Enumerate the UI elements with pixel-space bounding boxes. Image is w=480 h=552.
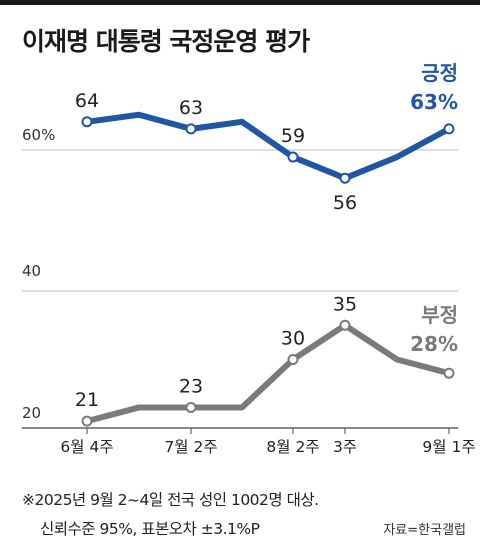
data-label: 21: [75, 389, 99, 411]
data-point: [185, 401, 197, 413]
series-line-negative: [84, 322, 452, 425]
data-point: [443, 367, 455, 379]
data-label: 23: [179, 375, 203, 397]
series-name-positive: 긍정: [421, 61, 458, 85]
data-point: [81, 116, 93, 128]
series-name-negative: 부정: [421, 303, 458, 327]
data-label: 59: [281, 125, 305, 147]
x-tick-label: 9월 1주: [422, 438, 475, 456]
line-chart: 60% 40 20 6월 4주 7월 2주 8월 2주 3주 9월 1주 64 63 59 56 긍정 6…: [22, 61, 476, 456]
data-label: 30: [281, 328, 305, 350]
data-label: 63: [179, 97, 203, 119]
series-end-label-positive: 63%: [410, 90, 458, 114]
chart-title: 이재명 대통령 국정운영 평가: [22, 27, 310, 56]
source-credit: 자료=한국갤럽: [383, 523, 466, 538]
x-tick-label: 3주: [333, 438, 357, 456]
footnote: ※2025년 9월 2~4일 전국 성인 1002명 대상. 신뢰수준 95%,…: [22, 486, 319, 544]
y-tick-label: 20: [22, 404, 41, 422]
data-label: 64: [75, 90, 99, 112]
footnote-line-1: ※2025년 9월 2~4일 전국 성인 1002명 대상.: [22, 491, 319, 509]
y-tick-label: 60%: [22, 126, 55, 144]
top-rule: [0, 0, 480, 5]
data-point: [287, 151, 299, 163]
data-point: [339, 172, 351, 184]
series-line-positive: [84, 111, 452, 182]
data-point: [81, 415, 93, 427]
data-point: [339, 319, 351, 331]
data-point: [443, 123, 455, 135]
data-label: 35: [333, 293, 357, 315]
data-point: [287, 354, 299, 365]
footnote-line-2: 신뢰수준 95%, 표본오차 ±3.1%P: [40, 520, 260, 538]
y-tick-label: 40: [22, 262, 41, 280]
x-tick-label: 8월 2주: [266, 438, 319, 456]
x-tick-label: 7월 2주: [164, 438, 217, 456]
series-end-label-negative: 28%: [410, 332, 458, 356]
data-label: 56: [333, 192, 357, 214]
x-tick-label: 6월 4주: [60, 438, 113, 456]
data-point: [185, 123, 197, 135]
